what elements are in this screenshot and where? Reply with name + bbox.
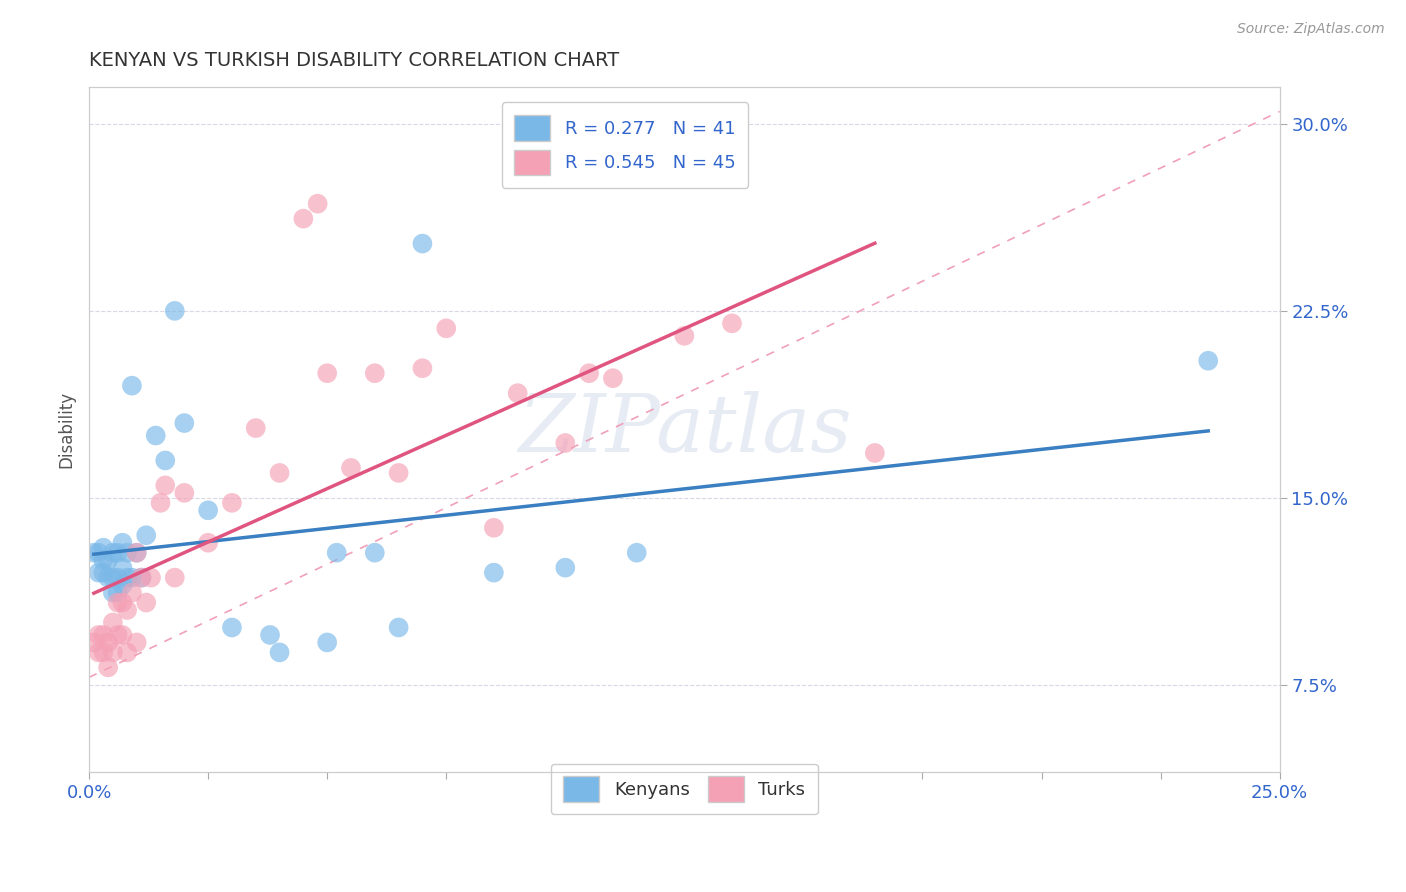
Point xyxy=(145,428,167,442)
Point xyxy=(578,366,600,380)
Point xyxy=(121,571,143,585)
Point xyxy=(388,466,411,480)
Point xyxy=(340,461,363,475)
Point xyxy=(307,196,329,211)
Point xyxy=(364,366,387,380)
Point xyxy=(83,635,105,649)
Legend: Kenyans, Turks: Kenyans, Turks xyxy=(551,764,818,814)
Point xyxy=(121,378,143,392)
Point xyxy=(721,316,744,330)
Point xyxy=(93,628,115,642)
Point xyxy=(259,628,281,642)
Point xyxy=(111,596,134,610)
Point xyxy=(269,645,291,659)
Point xyxy=(364,546,387,560)
Point xyxy=(149,496,172,510)
Point xyxy=(107,596,129,610)
Point xyxy=(87,628,110,642)
Point xyxy=(554,436,576,450)
Point xyxy=(316,635,339,649)
Point xyxy=(111,628,134,642)
Point xyxy=(93,553,115,567)
Point xyxy=(155,453,177,467)
Point xyxy=(482,521,505,535)
Point xyxy=(221,496,243,510)
Point xyxy=(115,546,138,560)
Point xyxy=(602,371,624,385)
Point xyxy=(388,620,411,634)
Point xyxy=(87,566,110,580)
Point xyxy=(135,596,157,610)
Point xyxy=(411,361,433,376)
Point xyxy=(863,446,886,460)
Point xyxy=(115,571,138,585)
Point xyxy=(87,645,110,659)
Point xyxy=(131,571,153,585)
Point xyxy=(135,528,157,542)
Point xyxy=(107,628,129,642)
Point xyxy=(87,546,110,560)
Point xyxy=(139,571,162,585)
Point xyxy=(93,566,115,580)
Point xyxy=(434,321,457,335)
Point xyxy=(1197,353,1219,368)
Y-axis label: Disability: Disability xyxy=(58,391,75,468)
Point xyxy=(131,571,153,585)
Text: ZIPatlas: ZIPatlas xyxy=(517,391,851,468)
Point xyxy=(173,486,195,500)
Point xyxy=(482,566,505,580)
Point xyxy=(97,635,120,649)
Point xyxy=(125,546,148,560)
Point xyxy=(506,386,529,401)
Point xyxy=(221,620,243,634)
Text: Source: ZipAtlas.com: Source: ZipAtlas.com xyxy=(1237,22,1385,37)
Point xyxy=(626,546,648,560)
Point xyxy=(111,560,134,574)
Point xyxy=(554,560,576,574)
Point xyxy=(115,645,138,659)
Point xyxy=(155,478,177,492)
Point xyxy=(325,546,347,560)
Point xyxy=(125,635,148,649)
Point xyxy=(292,211,315,226)
Point xyxy=(316,366,339,380)
Point xyxy=(93,541,115,555)
Point xyxy=(107,585,129,599)
Point xyxy=(269,466,291,480)
Point xyxy=(173,416,195,430)
Point xyxy=(163,571,186,585)
Point xyxy=(101,571,124,585)
Point xyxy=(115,603,138,617)
Point xyxy=(197,503,219,517)
Point xyxy=(197,535,219,549)
Point xyxy=(411,236,433,251)
Point xyxy=(93,645,115,659)
Point xyxy=(97,660,120,674)
Text: KENYAN VS TURKISH DISABILITY CORRELATION CHART: KENYAN VS TURKISH DISABILITY CORRELATION… xyxy=(89,51,619,70)
Point xyxy=(97,553,120,567)
Point xyxy=(101,585,124,599)
Point xyxy=(111,535,134,549)
Point xyxy=(83,546,105,560)
Point xyxy=(121,585,143,599)
Point xyxy=(245,421,267,435)
Point xyxy=(125,546,148,560)
Point xyxy=(107,571,129,585)
Point xyxy=(97,571,120,585)
Point xyxy=(163,304,186,318)
Point xyxy=(111,578,134,592)
Point xyxy=(101,546,124,560)
Point xyxy=(101,645,124,659)
Point xyxy=(673,328,696,343)
Point xyxy=(107,546,129,560)
Point xyxy=(101,615,124,630)
